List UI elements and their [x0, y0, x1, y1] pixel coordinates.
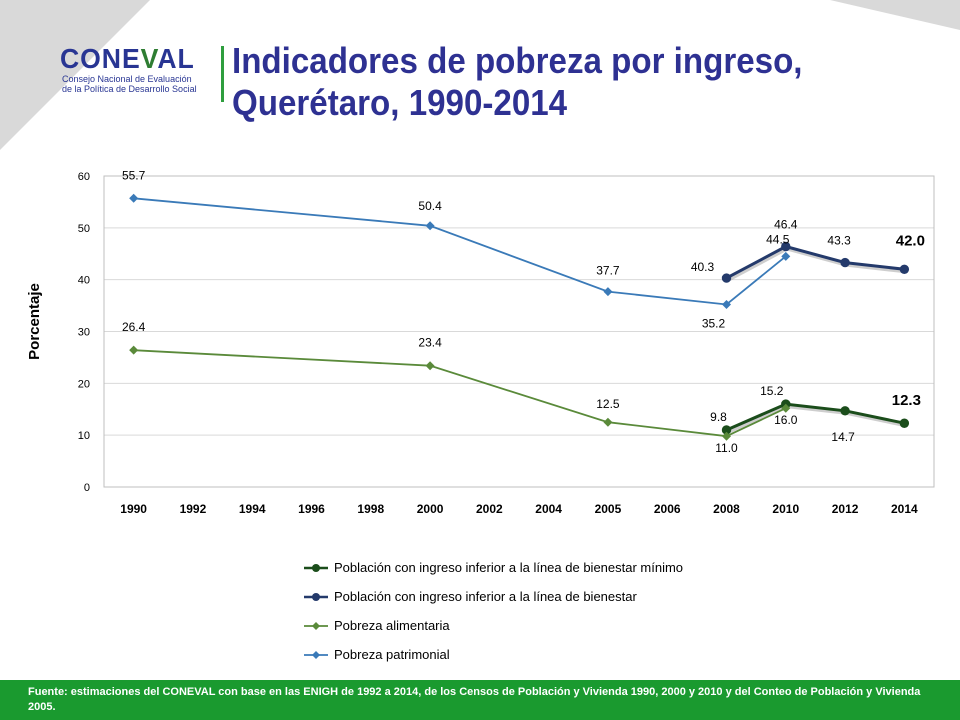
legend-entry: Población con ingreso inferior a la líne… [334, 560, 683, 575]
x-tick-label: 2006 [654, 502, 681, 516]
x-tick-label: 1994 [239, 502, 266, 516]
data-label: 23.4 [418, 336, 442, 350]
data-label: 12.3 [892, 392, 921, 409]
source-text: Fuente: estimaciones del CONEVAL con bas… [28, 686, 921, 713]
x-tick-label: 2005 [595, 502, 622, 516]
data-point-marker [840, 257, 850, 268]
y-tick-label: 50 [78, 223, 90, 235]
data-point-marker [603, 417, 613, 427]
y-tick-label: 20 [78, 378, 90, 390]
data-label: 43.3 [827, 234, 851, 248]
data-point-marker [722, 431, 731, 441]
source-footer: Fuente: estimaciones del CONEVAL con bas… [0, 680, 960, 720]
logo-subtitle-2: de la Política de Desarrollo Social [62, 84, 197, 94]
data-label: 46.4 [774, 217, 798, 231]
data-point-marker [899, 418, 910, 428]
data-label: 15.2 [760, 384, 784, 398]
y-axis-label: Porcentaje [26, 283, 43, 360]
data-point-marker [603, 287, 613, 297]
logo-subtitle-1: Consejo Nacional de Evaluación [62, 74, 192, 84]
legend-entry: Pobreza alimentaria [334, 618, 450, 633]
series-line-4 [133, 197, 787, 306]
logo-wordmark: CONEVAL [60, 43, 195, 74]
y-tick-label: 40 [78, 275, 90, 287]
data-label: 44.5 [766, 232, 790, 246]
title-line-2: Querétaro, 1990-2014 [232, 82, 568, 123]
x-tick-label: 2014 [891, 502, 918, 516]
data-label: 42.0 [896, 232, 925, 249]
x-tick-label: 1998 [357, 502, 384, 516]
data-point-marker [899, 264, 910, 274]
x-tick-label: 2002 [476, 502, 503, 516]
data-point-marker [840, 406, 850, 416]
data-label: 35.2 [702, 317, 726, 331]
corner-decoration-right [830, 0, 960, 30]
series-line-shadow [726, 404, 906, 434]
data-point-marker [781, 403, 791, 413]
series-line-1 [725, 402, 905, 432]
title-line-1: Indicadores de pobreza por ingreso, [232, 40, 803, 81]
legend-marker [312, 564, 320, 572]
x-tick-label: 2012 [832, 502, 859, 516]
poverty-line-chart: 0 10 20 30 40 50 60 1990 1992 1994 1996 1998 2000 200… [26, 168, 935, 662]
y-tick-label: 10 [78, 430, 90, 442]
y-tick-label: 0 [84, 482, 90, 494]
data-label: 37.7 [596, 264, 620, 278]
legend-entry: Pobreza patrimonial [334, 647, 450, 662]
data-point-marker [781, 241, 791, 252]
data-point-marker [129, 193, 139, 203]
data-label: 12.5 [596, 397, 620, 411]
series-line-2 [725, 244, 905, 280]
data-label: 14.7 [831, 430, 855, 444]
legend-marker [312, 593, 320, 601]
legend-entry: Población con ingreso inferior a la líne… [334, 589, 637, 604]
legend-marker [312, 622, 320, 630]
data-label: 40.3 [691, 260, 715, 274]
data-point-marker [721, 273, 732, 283]
x-tick-label: 2004 [535, 502, 562, 516]
x-tick-label: 1992 [180, 502, 207, 516]
y-tick-label: 30 [78, 327, 90, 339]
data-point-marker [781, 251, 791, 261]
plot-area-border [103, 175, 935, 488]
x-tick-label: 1996 [298, 502, 325, 516]
data-label: 11.0 [715, 441, 738, 455]
y-tick-label: 60 [78, 171, 90, 183]
data-label: 9.8 [710, 410, 727, 424]
data-point-marker [129, 345, 139, 355]
data-point-marker [722, 300, 731, 310]
coneval-logo: CONEVAL Consejo Nacional de Evaluación d… [60, 44, 210, 106]
data-label: 55.7 [122, 168, 146, 182]
x-tick-label: 2010 [772, 502, 799, 516]
series-line-3 [133, 349, 787, 438]
data-point-marker [425, 361, 435, 371]
data-label: 50.4 [418, 199, 442, 213]
series-line-shadow [726, 246, 906, 282]
data-label: 26.4 [122, 320, 146, 334]
data-point-marker [425, 221, 435, 231]
legend-marker [312, 651, 320, 659]
corner-decoration-left [0, 0, 150, 150]
page-title: Indicadores de pobreza por ingreso, Quer… [232, 40, 876, 124]
x-tick-label: 2000 [417, 502, 444, 516]
data-label: 16.0 [774, 413, 798, 427]
x-tick-label: 1990 [120, 502, 147, 516]
x-tick-label: 2008 [713, 502, 740, 516]
title-divider [221, 46, 224, 102]
